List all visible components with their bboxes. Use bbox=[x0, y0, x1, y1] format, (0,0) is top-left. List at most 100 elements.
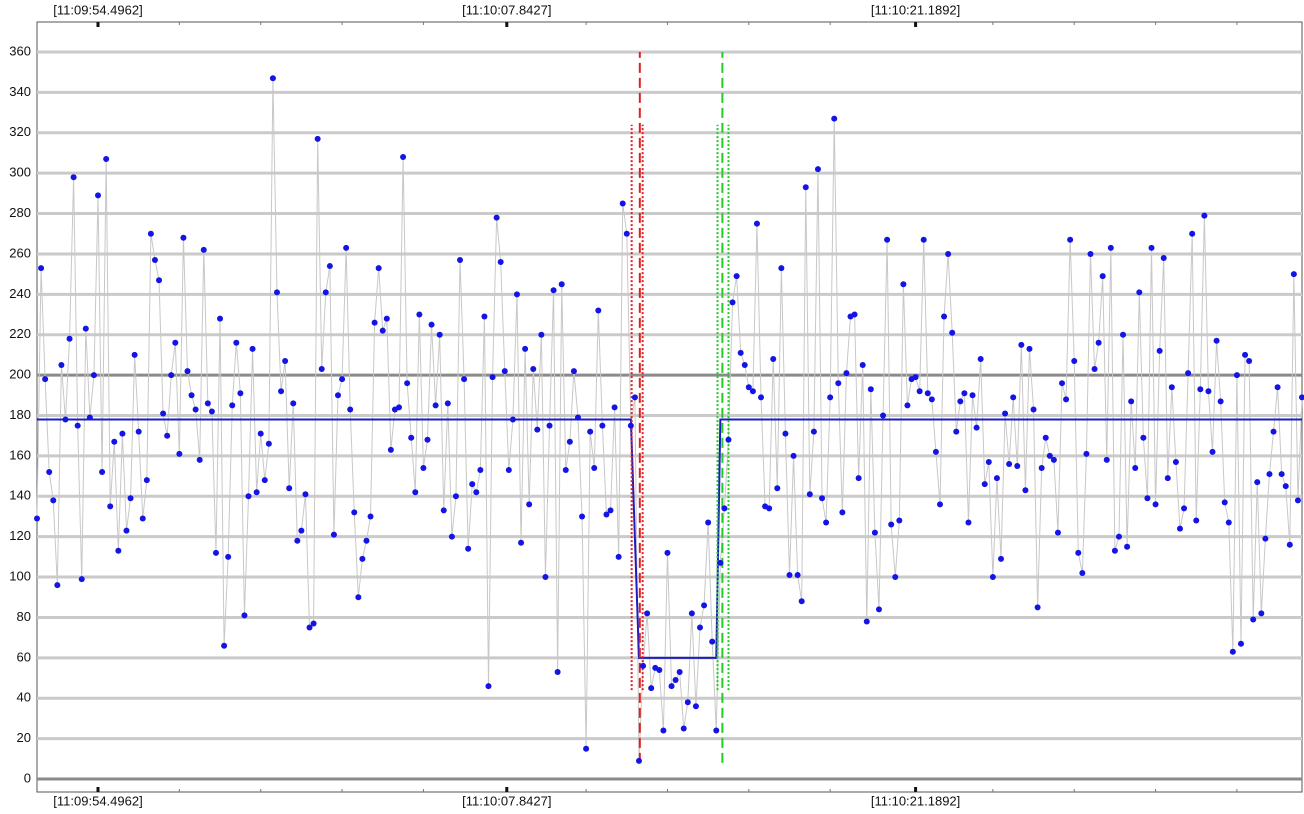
data-point bbox=[648, 685, 655, 692]
data-point bbox=[1225, 519, 1232, 526]
data-point bbox=[363, 537, 370, 544]
data-point bbox=[810, 428, 817, 435]
data-point bbox=[208, 408, 215, 415]
data-point bbox=[827, 394, 834, 401]
data-point bbox=[473, 489, 480, 496]
data-point bbox=[542, 574, 549, 581]
data-point bbox=[1205, 388, 1212, 395]
data-point bbox=[1050, 456, 1057, 463]
data-point bbox=[900, 281, 907, 288]
data-point bbox=[574, 414, 581, 421]
mean-line bbox=[37, 418, 1302, 659]
data-point bbox=[412, 489, 419, 496]
data-point bbox=[452, 493, 459, 500]
data-point bbox=[1030, 406, 1037, 413]
data-point bbox=[595, 307, 602, 314]
data-point bbox=[562, 467, 569, 474]
data-point bbox=[1160, 254, 1167, 261]
data-point bbox=[485, 683, 492, 690]
data-point bbox=[518, 539, 525, 546]
data-point bbox=[1299, 394, 1304, 401]
data-point bbox=[477, 467, 484, 474]
data-point bbox=[896, 517, 903, 524]
data-point bbox=[961, 390, 968, 397]
data-point bbox=[599, 422, 606, 429]
data-point bbox=[505, 467, 512, 474]
data-point bbox=[1172, 458, 1179, 465]
data-point bbox=[156, 277, 163, 284]
data-point bbox=[416, 311, 423, 318]
data-point bbox=[705, 519, 712, 526]
data-point bbox=[436, 331, 443, 338]
data-point bbox=[469, 481, 476, 488]
data-point bbox=[261, 477, 268, 484]
x-tick-label-top: [11:10:21.1892] bbox=[871, 2, 960, 17]
data-point bbox=[135, 428, 142, 435]
data-point bbox=[1258, 610, 1265, 617]
data-point bbox=[420, 465, 427, 472]
data-point bbox=[1262, 535, 1269, 542]
data-point bbox=[1140, 434, 1147, 441]
data-point bbox=[1075, 549, 1082, 556]
data-point bbox=[1221, 499, 1228, 506]
x-tick-label-top: [11:09:54.4962] bbox=[53, 2, 142, 17]
data-point bbox=[936, 501, 943, 508]
data-point bbox=[245, 493, 252, 500]
data-point bbox=[78, 576, 85, 583]
data-point bbox=[95, 192, 102, 199]
y-tick-label: 140 bbox=[9, 488, 31, 503]
data-point bbox=[497, 259, 504, 266]
data-point bbox=[546, 422, 553, 429]
data-point bbox=[733, 273, 740, 280]
data-point bbox=[1128, 398, 1135, 405]
data-point bbox=[233, 339, 240, 346]
data-point bbox=[1006, 460, 1013, 467]
data-point bbox=[993, 475, 1000, 482]
data-point bbox=[50, 497, 57, 504]
data-point bbox=[444, 400, 451, 407]
data-point bbox=[806, 491, 813, 498]
data-point bbox=[111, 438, 118, 445]
data-point bbox=[176, 450, 183, 457]
y-tick-label: 220 bbox=[9, 326, 31, 341]
data-point bbox=[932, 448, 939, 455]
data-point bbox=[607, 507, 614, 514]
data-point bbox=[570, 368, 577, 375]
data-point bbox=[1095, 339, 1102, 346]
data-point bbox=[941, 313, 948, 320]
data-point bbox=[814, 166, 821, 173]
data-point bbox=[282, 357, 289, 364]
data-point bbox=[34, 515, 40, 522]
data-point bbox=[330, 531, 337, 538]
y-tick-label: 60 bbox=[17, 649, 31, 664]
data-point bbox=[1054, 529, 1061, 536]
y-tick-label: 100 bbox=[9, 568, 31, 583]
data-point bbox=[1018, 341, 1025, 348]
data-point bbox=[823, 519, 830, 526]
data-point bbox=[90, 372, 97, 379]
data-point bbox=[749, 388, 756, 395]
data-point bbox=[1250, 616, 1257, 623]
data-point bbox=[965, 519, 972, 526]
data-point bbox=[1091, 366, 1098, 373]
data-point bbox=[1290, 271, 1297, 278]
data-point bbox=[770, 355, 777, 362]
data-point bbox=[424, 436, 431, 443]
data-line bbox=[36, 78, 1303, 761]
data-point bbox=[1038, 465, 1045, 472]
data-point bbox=[131, 351, 138, 358]
data-point bbox=[265, 440, 272, 447]
data-point bbox=[1046, 452, 1053, 459]
data-point bbox=[1022, 487, 1029, 494]
data-point bbox=[180, 234, 187, 241]
data-point bbox=[249, 345, 256, 352]
data-point bbox=[1176, 525, 1183, 532]
data-point bbox=[294, 537, 301, 544]
data-point bbox=[82, 325, 89, 332]
data-point bbox=[1034, 604, 1041, 611]
data-point bbox=[200, 246, 207, 253]
data-point bbox=[701, 602, 708, 609]
data-point bbox=[709, 638, 716, 645]
data-point bbox=[1124, 543, 1131, 550]
data-point bbox=[875, 606, 882, 613]
